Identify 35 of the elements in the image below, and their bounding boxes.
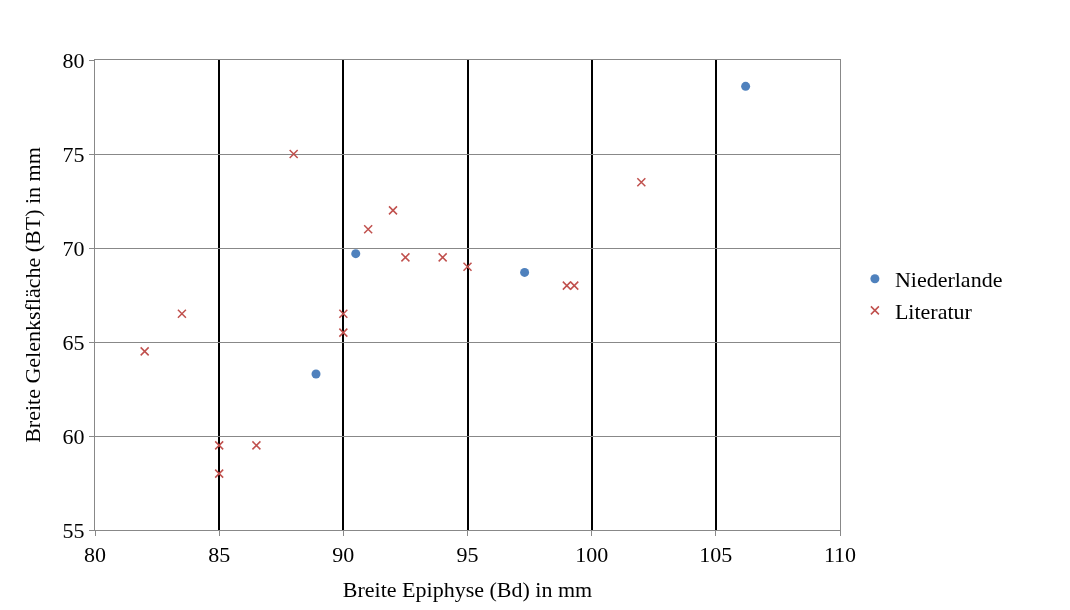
y-tick-label: 65 — [62, 329, 85, 355]
point — [288, 149, 299, 159]
point — [338, 309, 349, 319]
legend-label: Literatur — [894, 298, 973, 324]
y-tick-label: 80 — [62, 47, 85, 73]
x-tick-label: 85 — [208, 542, 231, 568]
point — [338, 327, 349, 338]
point — [388, 205, 398, 216]
x-tick-label: 95 — [456, 542, 479, 568]
point — [437, 252, 448, 263]
point — [214, 440, 224, 451]
x-axis-title: Breite Epiphyse (Bd) in mm — [342, 577, 593, 603]
y-axis-title: Breite Gelenksfläche (BT) in mm — [20, 147, 46, 443]
point — [251, 440, 262, 451]
y-tick-label: 70 — [62, 235, 85, 261]
point — [741, 81, 751, 91]
point — [214, 468, 224, 479]
y-tick-label: 55 — [62, 517, 85, 543]
y-tick-label: 60 — [62, 423, 85, 449]
x-tick-label: 100 — [575, 542, 609, 568]
point — [400, 252, 411, 263]
point — [462, 262, 473, 272]
x-tick-label: 105 — [699, 542, 733, 568]
point — [351, 249, 361, 259]
x-tick-label: 110 — [823, 542, 857, 568]
point — [177, 309, 187, 319]
x-tick-label: 80 — [84, 542, 106, 568]
y-tick-label: 75 — [62, 141, 85, 167]
point — [636, 177, 647, 187]
legend-label: Niederlande — [894, 267, 1003, 293]
x-tick-label: 90 — [332, 542, 355, 568]
point — [520, 267, 530, 277]
point — [311, 369, 321, 379]
point — [363, 224, 373, 234]
point — [139, 346, 150, 357]
